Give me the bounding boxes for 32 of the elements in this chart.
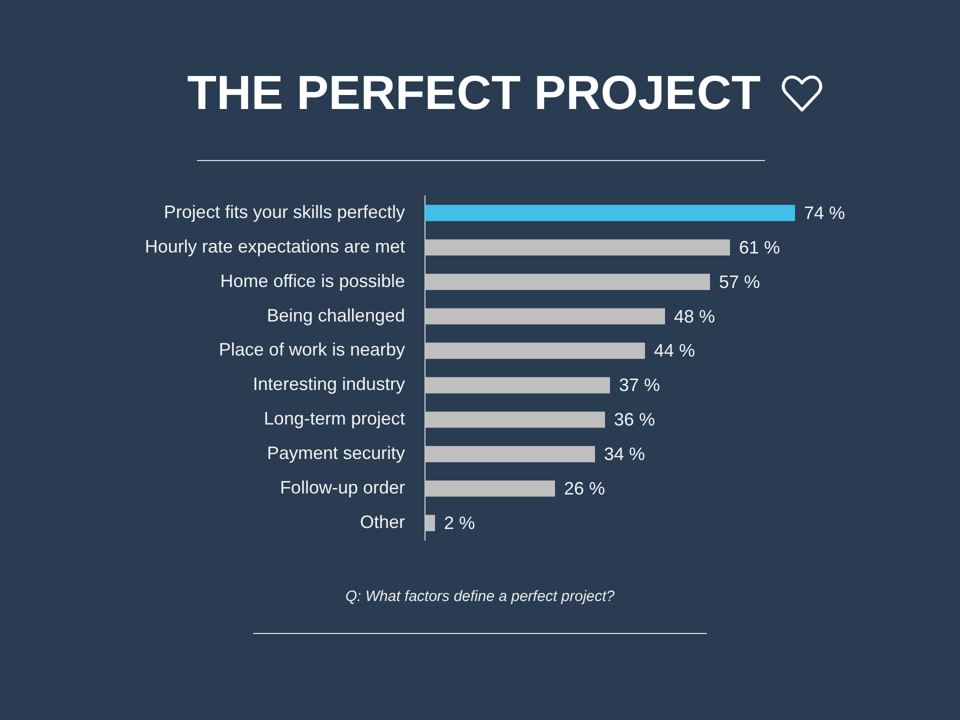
data-label: 61 % [739,237,780,258]
bar [425,480,555,497]
y-tick-label: Interesting industry [252,374,405,394]
chart-title: THE PERFECT PROJECT [187,66,761,122]
bar [425,308,665,324]
bar [425,377,610,394]
y-tick-label: Being challenged [266,305,405,326]
bar [425,446,595,462]
y-tick-label: Long-term project [264,408,405,429]
y-tick-label: Place of work is nearby [218,340,405,360]
y-tick-label: Project fits your skills perfectly [164,202,405,222]
bar [425,274,710,290]
bar [425,514,435,532]
y-tick-label: Payment security [266,443,405,464]
bar [425,204,795,222]
data-label: 26 % [564,478,606,499]
bar [425,412,605,428]
text: Q: What factors define a perfect project? [344,588,616,605]
data-label: 34 % [604,444,646,464]
y-tick-label: Other [360,512,405,532]
data-label: 37 % [619,375,660,396]
y-tick-label: Follow-up order [280,478,405,498]
bar [425,239,730,256]
data-label: 48 % [674,306,716,326]
data-label: 57 % [719,272,760,292]
y-tick-label: Hourly rate expectations are met [144,236,405,256]
data-label: 2 % [444,512,476,533]
bar [425,342,645,359]
data-label: 44 % [654,340,696,361]
y-tick-label: Home office is possible [220,270,405,291]
data-label: 36 % [614,410,656,430]
data-label: 74 % [804,202,846,223]
